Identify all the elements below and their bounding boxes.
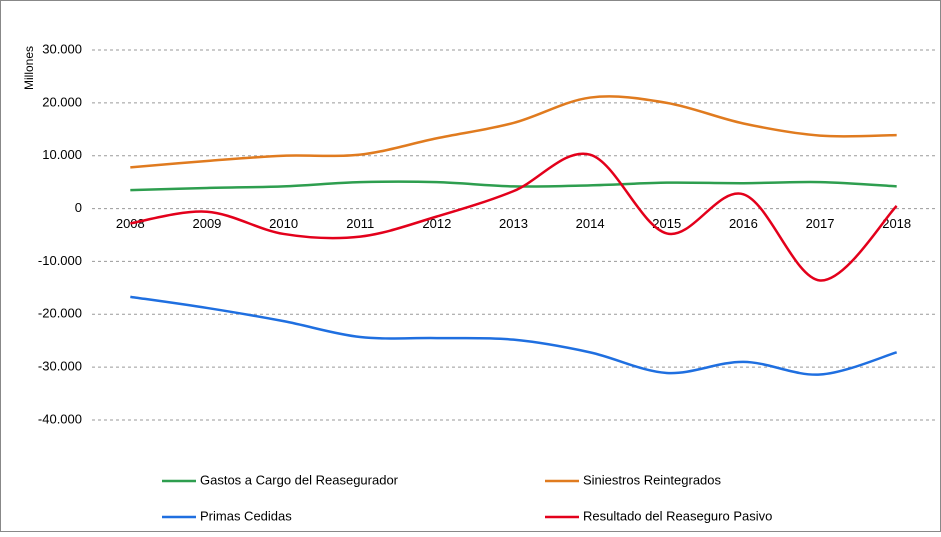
x-tick-label: 2012 — [422, 216, 451, 231]
x-tick-label: 2011 — [346, 216, 374, 231]
y-tick-label: 10.000 — [42, 147, 82, 162]
x-tick-label: 2016 — [729, 216, 758, 231]
x-tick-label: 2018 — [882, 216, 911, 231]
x-tick-label: 2010 — [269, 216, 298, 231]
y-tick-label: -30.000 — [38, 359, 82, 374]
y-tick-label: 20.000 — [42, 94, 82, 109]
legend-label: Gastos a Cargo del Reasegurador — [200, 472, 399, 487]
y-tick-label: 30.000 — [42, 41, 82, 56]
x-tick-label: 2017 — [806, 216, 835, 231]
y-tick-label: -40.000 — [38, 411, 82, 426]
x-tick-label: 2013 — [499, 216, 528, 231]
y-tick-label: 0 — [75, 200, 82, 215]
x-tick-label: 2014 — [576, 216, 605, 231]
y-tick-label: -10.000 — [38, 253, 82, 268]
legend-label: Siniestros Reintegrados — [583, 472, 722, 487]
series-line — [130, 95, 897, 169]
y-tick-label: -20.000 — [38, 306, 82, 321]
series-line — [130, 295, 898, 376]
x-tick-label: 2009 — [192, 216, 221, 231]
series-line — [130, 152, 898, 282]
legend-label: Resultado del Reaseguro Pasivo — [583, 508, 772, 523]
legend-label: Primas Cedidas — [200, 508, 292, 523]
x-tick-label: 2015 — [652, 216, 681, 231]
y-axis-label: Millones — [22, 46, 36, 90]
x-tick-label: 2008 — [116, 216, 145, 231]
series-line — [130, 180, 897, 192]
